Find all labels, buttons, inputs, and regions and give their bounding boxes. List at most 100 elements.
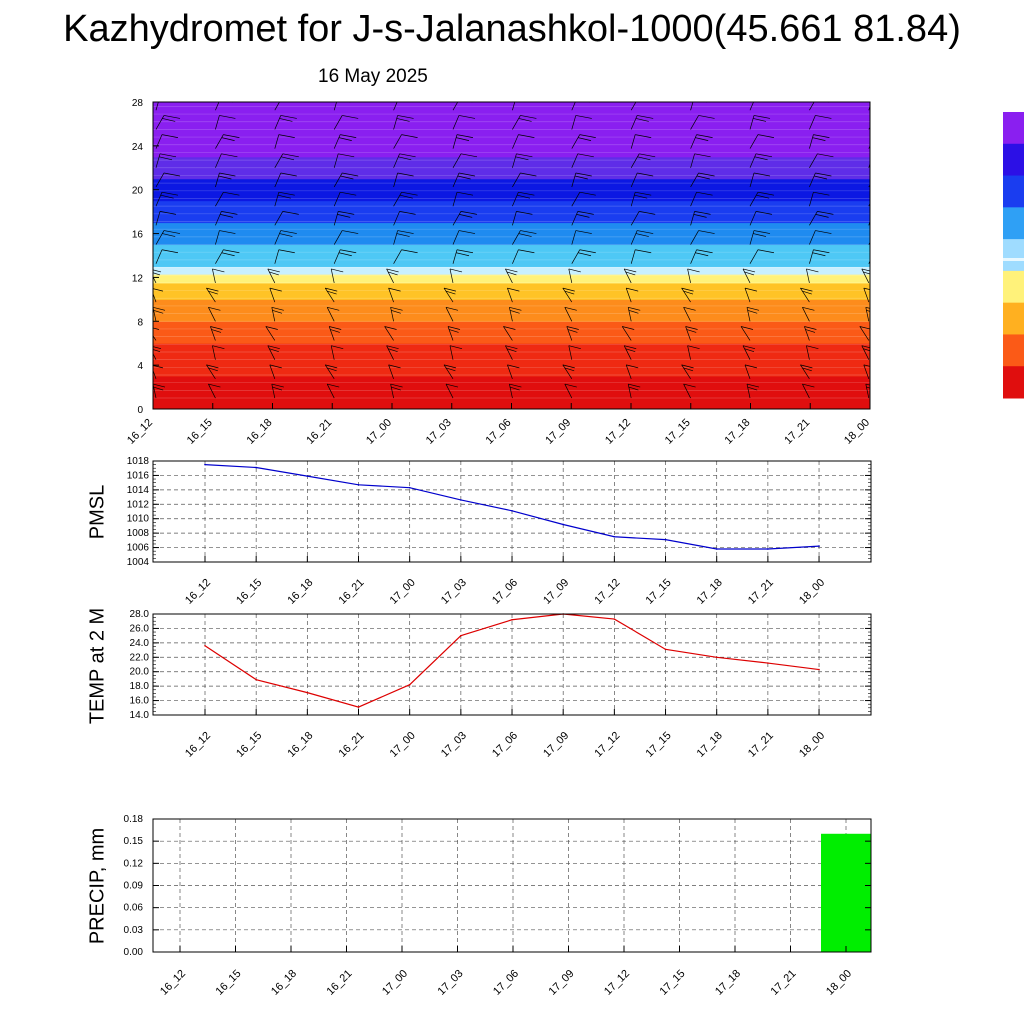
wind-barb-flag [515,156,529,161]
wind-barb-flag [626,287,639,292]
wind-barb-flag [397,115,414,119]
x-tick-label: 17_06 [484,417,514,447]
wind-barb-flag [815,172,832,177]
wind-barb-flag [325,287,338,292]
wind-barb-staff [507,287,513,303]
wind-barb-staff [630,192,636,207]
x-tick-label: 17_03 [424,417,454,447]
wind-barb-staff [630,172,638,188]
wind-barb-flag [456,134,474,138]
y-tick-label: 1018 [127,456,150,467]
x-tick-label: 17_15 [644,577,674,607]
wind-barb-flag [277,194,291,199]
wind-barb-staff [512,102,516,111]
wind-barb-flag [875,250,891,253]
wind-barb-flag [218,175,232,180]
wind-barb-staff [571,230,577,245]
wind-barb-flag [153,386,164,391]
wind-barb-flag [278,134,295,138]
wind-barb-flag [221,96,237,99]
wind-barb-staff [564,383,573,399]
wind-barb-staff [749,102,754,111]
wind-barb-staff [452,102,459,111]
wind-barb-staff [809,192,814,207]
y-tick-label: 18.0 [130,681,150,692]
wind-barb-flag [865,383,870,386]
wind-barb-flag [342,172,359,177]
x-tick-label: 17_00 [388,730,418,760]
wind-barb-flag [269,364,282,369]
wind-barb-flag [269,271,279,276]
data-point [460,634,462,637]
wind-barb-staff [809,211,818,226]
wind-barb-flag [814,175,828,180]
y-tick-label: 8 [137,317,143,328]
wind-barb-flag [387,348,398,352]
wind-barb-staff [274,102,280,111]
y-tick-label: 24.0 [130,638,150,649]
wind-barb-flag [279,233,293,237]
wind-barb-flag [221,153,238,158]
wind-barb-flag [445,383,459,388]
wind-barb-staff [452,134,458,149]
wind-barb-flag [445,306,459,311]
wind-barb-staff [681,287,691,303]
wind-barb-flag [281,156,295,161]
wind-barb-flag [330,329,340,333]
colorbar-segment [1003,175,1024,208]
wind-barb-flag [507,364,520,369]
wind-barb-flag [817,211,834,215]
wind-barb-flag [687,268,700,273]
wind-barb-flag [518,191,535,196]
wind-barb-staff [859,326,870,341]
wind-barb-flag [516,211,533,215]
wind-barb-flag [564,290,575,295]
y-tick-label: 26.0 [130,623,150,634]
wind-barb-staff [215,249,224,264]
wind-barb-staff [740,326,751,341]
colorbar-segment [1003,334,1024,367]
wind-barb-staff [690,211,695,226]
wind-barb-staff [509,383,513,399]
wind-barb-flag [153,349,161,352]
data-point [255,466,257,469]
wind-barb-flag [340,249,357,254]
chart-title: Kazhydromet for J-s-Jalanashkol-1000(45.… [63,8,961,50]
x-tick-label: 16_15 [234,730,264,760]
wind-barb-flag [628,386,639,391]
wind-barb-staff [687,345,691,360]
wind-barb-flag [223,191,240,196]
wind-barb-flag [562,287,575,292]
wind-barb-flag [340,175,354,180]
wind-barb-flag [626,364,639,369]
wind-barb-flag [579,249,596,254]
wind-barb-flag [520,230,537,234]
wind-barb-staff [443,364,454,380]
x-tick-label: 16_15 [185,417,215,447]
wind-barb-flag [280,172,297,177]
wind-barb-staff [388,287,394,303]
wind-barb-flag [208,383,221,388]
x-tick-label: 17_21 [746,577,776,607]
color-band [153,178,870,202]
wind-barb-flag [338,96,354,99]
wind-barb-staff [630,153,640,168]
wind-barb-flag [877,115,893,118]
wind-barb-staff [215,115,220,130]
y-tick-label: 28 [132,98,144,109]
data-point [767,548,769,550]
wind-barb-staff [512,134,519,149]
wind-barb-flag [461,96,477,99]
wind-barb-staff [155,172,165,188]
wind-barb-staff [274,192,280,207]
wind-barb-flag [161,249,179,254]
wind-barb-flag [639,153,656,158]
wind-barb-flag [624,268,637,273]
y-tick-label: 28.0 [130,609,150,620]
data-point [715,656,718,659]
wind-barb-flag [683,383,696,388]
wind-barb-staff [274,115,282,130]
wind-barb-flag [384,326,397,330]
x-tick-label: 17_06 [491,968,521,998]
wind-barb-flag [208,306,221,311]
